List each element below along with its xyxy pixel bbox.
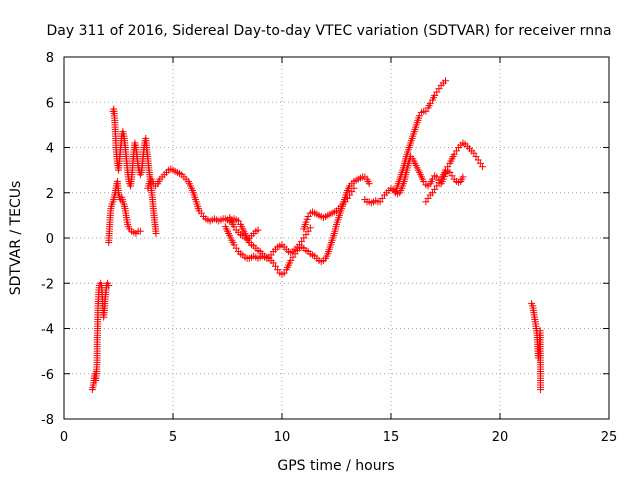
data-point: [459, 173, 467, 181]
y-axis: -8 -6 -4 -2 0 2 4 6 8: [41, 51, 609, 428]
y-tick-label: 4: [46, 142, 54, 157]
data-point: [105, 282, 113, 290]
data-point: [537, 386, 545, 394]
data-point: [479, 163, 487, 171]
data-point: [365, 180, 373, 188]
y-tick-label: -8: [41, 413, 54, 428]
y-axis-title: SDTVAR / TECUs: [8, 181, 24, 296]
x-tick-label: 25: [601, 430, 618, 445]
y-tick-label: -6: [41, 368, 54, 383]
y-tick-label: 6: [46, 96, 54, 111]
y-tick-label: 2: [46, 187, 54, 202]
x-tick-label: 15: [383, 430, 400, 445]
data-point: [350, 184, 358, 192]
data-point: [442, 77, 449, 85]
y-tick-label: 0: [46, 232, 54, 247]
x-tick-label: 0: [60, 430, 68, 445]
x-axis: 0 5 10 15 20 25: [60, 57, 617, 445]
data-points: [88, 77, 545, 394]
data-point: [254, 226, 262, 234]
y-tick-label: -2: [41, 277, 54, 292]
x-axis-title: GPS time / hours: [277, 458, 394, 474]
x-tick-label: 5: [169, 430, 177, 445]
x-tick-label: 20: [492, 430, 509, 445]
y-tick-label: 8: [46, 51, 54, 66]
grid-lines: [64, 57, 609, 419]
chart-title: Day 311 of 2016, Sidereal Day-to-day VTE…: [46, 23, 611, 39]
y-tick-label: -4: [41, 323, 54, 338]
data-point: [152, 229, 160, 237]
data-point: [306, 224, 314, 232]
x-tick-label: 10: [274, 430, 291, 445]
data-point: [136, 227, 144, 235]
